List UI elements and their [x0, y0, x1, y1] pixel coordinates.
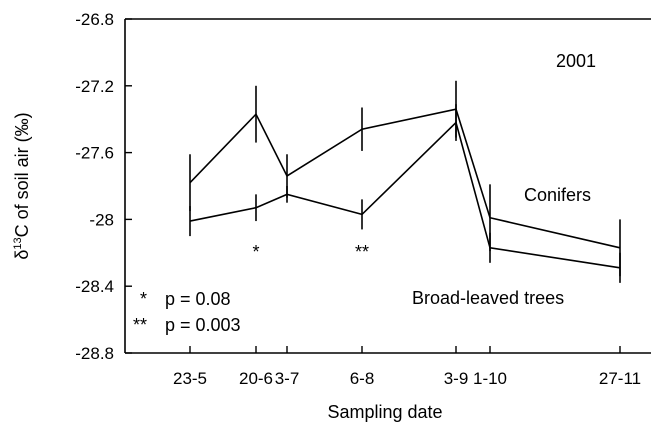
y-title-main: C of soil air — [12, 147, 32, 237]
x-axis-title: Sampling date — [327, 402, 442, 422]
y-title-delta: δ — [12, 250, 32, 260]
axes — [124, 18, 651, 354]
significance-mark: ** — [355, 242, 369, 262]
x-tick-label: 20-6 — [239, 369, 273, 388]
y-title-unit: (‰) — [12, 112, 32, 142]
x-tick-label: 27-11 — [599, 369, 641, 388]
x-tick-label: 3-9 — [444, 369, 469, 388]
y-title-superscript: 13 — [12, 237, 24, 249]
x-tick-label: 23-5 — [173, 369, 207, 388]
x-tick-label: 3-7 — [275, 369, 300, 388]
y-tick-label: -26.8 — [75, 10, 114, 29]
p-value-legend: * p = 0.08 ** p = 0.003 — [133, 289, 241, 335]
y-tick-label: -28.8 — [75, 344, 114, 363]
x-ticks: 23-5 20-6 3-7 6-8 3-9 1-10 27-11 — [173, 346, 641, 388]
series-group — [189, 80, 621, 283]
series-label-conifers: Conifers — [524, 185, 591, 205]
year-annotation: 2001 — [556, 51, 596, 71]
p-legend-text-2: p = 0.003 — [165, 315, 241, 335]
p-legend-symbol-1: * — [140, 289, 147, 309]
y-axis-title: δ13C of soil air (‰) — [12, 112, 32, 259]
p-legend-text-1: p = 0.08 — [165, 289, 231, 309]
x-tick-label: 6-8 — [350, 369, 375, 388]
series-line-1 — [189, 108, 621, 249]
p-legend-symbol-2: ** — [133, 315, 147, 335]
x-tick-label: 1-10 — [473, 369, 507, 388]
y-tick-label: -27.6 — [75, 144, 114, 163]
significance-marks: * ** — [252, 242, 369, 262]
significance-mark: * — [252, 242, 259, 262]
y-ticks: -26.8 -27.2 -27.6 -28 -28.4 -28.8 — [75, 10, 132, 363]
y-tick-label: -28.4 — [75, 277, 114, 296]
y-tick-label: -27.2 — [75, 77, 114, 96]
y-tick-label: -28 — [89, 210, 114, 229]
series-label-broad-leaved: Broad-leaved trees — [412, 288, 564, 308]
